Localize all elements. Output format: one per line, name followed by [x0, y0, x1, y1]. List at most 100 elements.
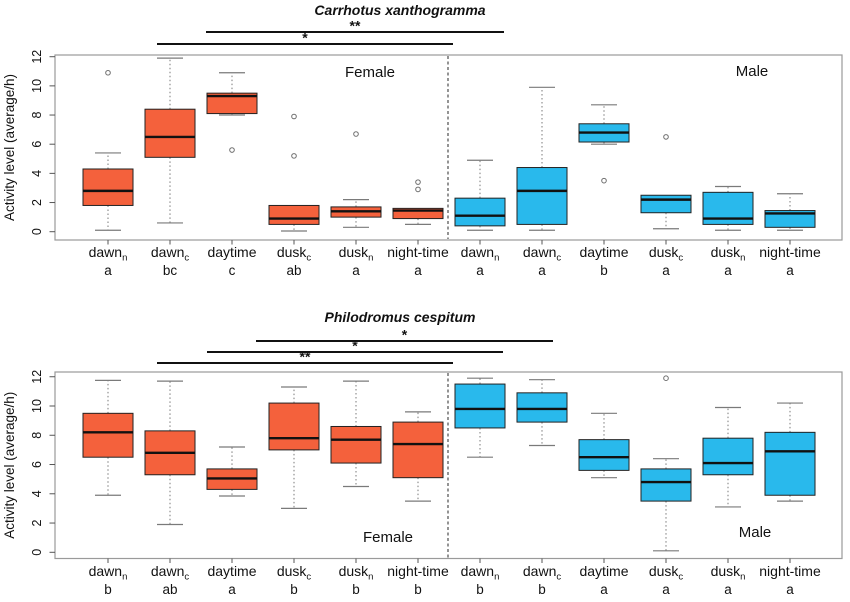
- box-male-night-time: night-time a: [759, 402, 821, 597]
- iqr-box: [578, 439, 630, 471]
- posthoc-letter: b: [290, 582, 298, 597]
- posthoc-letter: a: [228, 582, 236, 597]
- panel-title: Philodromus cespitum: [325, 309, 476, 325]
- box-male-night-time: night-time a: [759, 193, 821, 278]
- posthoc-letter: bc: [163, 263, 178, 278]
- x-category-label: daytime: [579, 563, 628, 579]
- posthoc-letter: ab: [162, 582, 177, 597]
- x-category-label-main: dusk: [277, 244, 308, 260]
- significance-stars: *: [352, 338, 358, 354]
- outlier-point: [415, 179, 421, 185]
- x-category-label: dawnc: [523, 563, 561, 583]
- posthoc-letter: b: [104, 582, 112, 597]
- y-axis: 0 2 4 6 8 10 12: [30, 50, 55, 235]
- sex-group-label-female: Female: [345, 64, 395, 81]
- x-category-label: dawnc: [523, 244, 561, 264]
- x-category-label-main: dawn: [151, 563, 184, 579]
- x-category-label: duskc: [277, 244, 312, 264]
- posthoc-letter: b: [414, 582, 422, 597]
- x-category-label: duskn: [339, 244, 374, 264]
- box-female-daytime: daytime a: [206, 446, 258, 597]
- x-category-label-main: dawn: [151, 244, 184, 260]
- x-category-label-main: dawn: [461, 563, 494, 579]
- iqr-box: [392, 421, 444, 479]
- posthoc-letter: a: [786, 582, 794, 597]
- plot-frame: [54, 54, 843, 241]
- x-category-label-subscript: n: [740, 253, 745, 264]
- y-tick-label: 10: [30, 79, 44, 93]
- sex-group-label-female: Female: [363, 529, 413, 546]
- posthoc-letter: b: [476, 582, 484, 597]
- iqr-box: [454, 197, 506, 227]
- iqr-box: [392, 207, 444, 220]
- x-category-label-main: dawn: [89, 244, 122, 260]
- x-category-label-subscript: c: [306, 572, 311, 583]
- x-category-label: night-time: [387, 563, 449, 579]
- x-category-label: dawnc: [151, 563, 189, 583]
- x-category-label-subscript: c: [306, 253, 311, 264]
- x-category-label: duskn: [711, 563, 746, 583]
- outlier-point: [229, 147, 235, 153]
- x-category-label-main: dawn: [89, 563, 122, 579]
- posthoc-letter: a: [724, 582, 732, 597]
- iqr-box: [330, 425, 382, 464]
- posthoc-letter: b: [600, 263, 608, 278]
- posthoc-letter: a: [352, 263, 360, 278]
- x-category-label: dawnn: [89, 244, 128, 264]
- x-category-label: dawnc: [151, 244, 189, 264]
- x-category-label-subscript: c: [184, 253, 189, 264]
- box-female-night-time: night-time a: [387, 179, 449, 278]
- significance-stars: *: [402, 327, 408, 343]
- x-category-label-subscript: n: [494, 572, 499, 583]
- y-tick-label: 8: [30, 112, 44, 119]
- posthoc-letter: a: [786, 263, 794, 278]
- outlier-point: [663, 375, 669, 382]
- x-category-label-main: dawn: [461, 244, 494, 260]
- x-category-label-subscript: n: [740, 572, 745, 583]
- x-category-label: dawnn: [461, 244, 500, 264]
- x-category-label: night-time: [759, 244, 821, 260]
- box-male-daytime: daytime b: [578, 104, 630, 278]
- x-category-label-subscript: n: [368, 572, 373, 583]
- x-category-label: duskc: [649, 563, 684, 583]
- y-axis-label: Activity level (average/h): [2, 74, 17, 221]
- iqr-box: [454, 383, 506, 429]
- x-category-label: dawnn: [461, 563, 500, 583]
- outlier-point: [353, 131, 359, 137]
- y-tick-label: 12: [30, 50, 44, 64]
- x-category-label-main: dusk: [277, 563, 308, 579]
- iqr-box: [764, 431, 816, 496]
- x-category-label-subscript: c: [556, 253, 561, 264]
- x-category-label-subscript: c: [556, 572, 561, 583]
- x-category-label-main: daytime: [207, 563, 256, 579]
- posthoc-letter: a: [662, 582, 670, 597]
- y-tick-label: 6: [30, 461, 44, 468]
- y-tick-label: 8: [30, 432, 44, 439]
- x-category-label-main: dusk: [711, 563, 742, 579]
- iqr-box: [144, 108, 196, 158]
- outlier-point: [291, 153, 297, 159]
- y-tick-label: 2: [30, 520, 44, 527]
- y-tick-label: 6: [30, 141, 44, 148]
- iqr-box: [516, 167, 568, 225]
- y-tick-label: 10: [30, 399, 44, 413]
- y-tick-label: 4: [30, 490, 44, 497]
- outlier-point: [663, 134, 669, 140]
- y-tick-label: 12: [30, 370, 44, 384]
- x-category-label-subscript: n: [122, 253, 127, 264]
- x-category-label: duskn: [339, 563, 374, 583]
- panel-top-carrhotus: Carrhotus xanthogramma***024681012Activi…: [2, 2, 843, 278]
- iqr-box: [764, 210, 816, 228]
- y-tick-label: 0: [30, 228, 44, 235]
- x-category-label-main: dawn: [523, 244, 556, 260]
- x-category-label-subscript: n: [122, 572, 127, 583]
- posthoc-letter: b: [352, 582, 360, 597]
